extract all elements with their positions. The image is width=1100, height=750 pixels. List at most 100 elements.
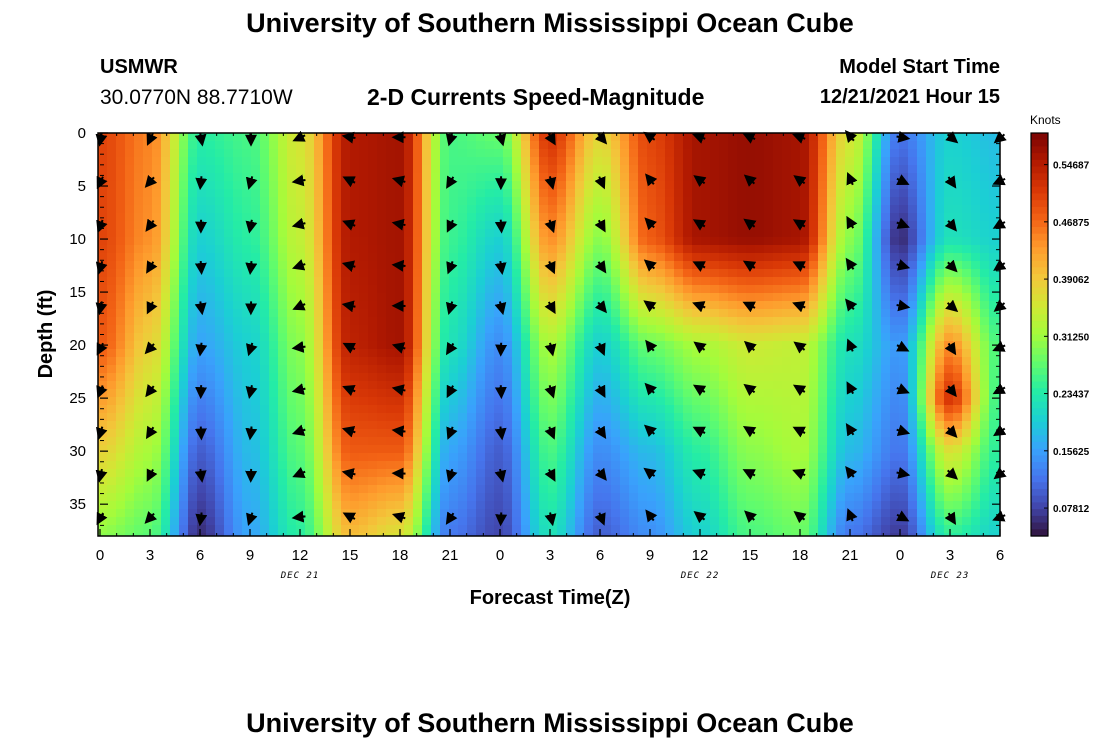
heatmap-cell <box>674 533 684 536</box>
heatmap-cell <box>872 373 882 382</box>
heatmap-cell <box>107 213 117 222</box>
heatmap-cell <box>791 149 801 158</box>
heatmap-cell <box>503 213 513 222</box>
heatmap-cell <box>755 405 765 414</box>
heatmap-cell <box>674 189 684 198</box>
heatmap-cell <box>953 493 963 502</box>
heatmap-cell <box>836 445 846 454</box>
heatmap-cell <box>557 333 567 342</box>
heatmap-cell <box>872 485 882 494</box>
heatmap-cell <box>845 517 855 526</box>
heatmap-cell <box>314 517 324 526</box>
heatmap-cell <box>503 357 513 366</box>
heatmap-cell <box>575 221 585 230</box>
heatmap-cell <box>251 389 261 398</box>
heatmap-cell <box>323 269 333 278</box>
heatmap-cell <box>332 213 342 222</box>
heatmap-cell <box>971 301 981 310</box>
heatmap-cell <box>341 333 351 342</box>
heatmap-cell <box>458 525 468 534</box>
heatmap-cell <box>260 517 270 526</box>
heatmap-cell <box>413 429 423 438</box>
heatmap-cell <box>584 501 594 510</box>
heatmap-cell <box>629 341 639 350</box>
heatmap-cell <box>467 221 477 230</box>
heatmap-cell <box>251 269 261 278</box>
heatmap-cell <box>107 181 117 190</box>
heatmap-cell <box>368 413 378 422</box>
heatmap-cell <box>701 317 711 326</box>
heatmap-cell <box>935 405 945 414</box>
heatmap-cell <box>647 461 657 470</box>
heatmap-cell <box>359 525 369 534</box>
heatmap-cell <box>638 181 648 190</box>
heatmap-cell <box>395 269 405 278</box>
heatmap-cell <box>287 213 297 222</box>
heatmap-cell <box>206 293 216 302</box>
heatmap-cell <box>728 405 738 414</box>
heatmap-cell <box>611 421 621 430</box>
heatmap-cell <box>602 405 612 414</box>
heatmap-cell <box>629 357 639 366</box>
heatmap-cell <box>431 485 441 494</box>
heatmap-cell <box>341 389 351 398</box>
heatmap-cell <box>107 533 117 536</box>
heatmap-cell <box>530 437 540 446</box>
heatmap-cell <box>98 533 108 536</box>
heatmap-cell <box>683 197 693 206</box>
heatmap-cell <box>350 213 360 222</box>
heatmap-cell <box>710 437 720 446</box>
heatmap-cell <box>647 453 657 462</box>
heatmap-cell <box>701 237 711 246</box>
heatmap-cell <box>557 157 567 166</box>
heatmap-cell <box>512 333 522 342</box>
heatmap-cell <box>593 453 603 462</box>
heatmap-cell <box>656 189 666 198</box>
heatmap-cell <box>341 397 351 406</box>
heatmap-cell <box>845 189 855 198</box>
heatmap-cell <box>332 293 342 302</box>
heatmap-cell <box>368 269 378 278</box>
heatmap-cell <box>485 373 495 382</box>
heatmap-cell <box>503 181 513 190</box>
heatmap-cell <box>800 165 810 174</box>
heatmap-cell <box>269 389 279 398</box>
heatmap-cell <box>125 133 135 142</box>
heatmap-cell <box>683 333 693 342</box>
heatmap-cell <box>350 285 360 294</box>
heatmap-cell <box>377 293 387 302</box>
heatmap-cell <box>836 261 846 270</box>
heatmap-cell <box>935 301 945 310</box>
heatmap-cell <box>494 341 504 350</box>
heatmap-cell <box>782 421 792 430</box>
heatmap-cell <box>413 461 423 470</box>
heatmap-cell <box>521 341 531 350</box>
heatmap-cell <box>485 181 495 190</box>
heatmap-cell <box>809 485 819 494</box>
heatmap-cell <box>737 469 747 478</box>
heatmap-cell <box>935 293 945 302</box>
heatmap-cell <box>323 381 333 390</box>
heatmap-cell <box>152 285 162 294</box>
heatmap-cell <box>584 157 594 166</box>
heatmap-cell <box>503 149 513 158</box>
heatmap-cell <box>431 317 441 326</box>
heatmap-cell <box>323 421 333 430</box>
heatmap-cell <box>458 213 468 222</box>
heatmap-cell <box>125 269 135 278</box>
heatmap-cell <box>962 221 972 230</box>
heatmap-cell <box>584 293 594 302</box>
heatmap-cell <box>701 349 711 358</box>
heatmap-cell <box>665 501 675 510</box>
heatmap-cell <box>323 301 333 310</box>
heatmap-cell <box>485 293 495 302</box>
heatmap-cell <box>755 245 765 254</box>
heatmap-cell <box>800 365 810 374</box>
heatmap-cell <box>422 301 432 310</box>
heatmap-cell <box>908 245 918 254</box>
heatmap-cell <box>881 533 891 536</box>
heatmap-cell <box>521 229 531 238</box>
heatmap-cell <box>458 493 468 502</box>
heatmap-cell <box>440 277 450 286</box>
heatmap-cell <box>827 485 837 494</box>
